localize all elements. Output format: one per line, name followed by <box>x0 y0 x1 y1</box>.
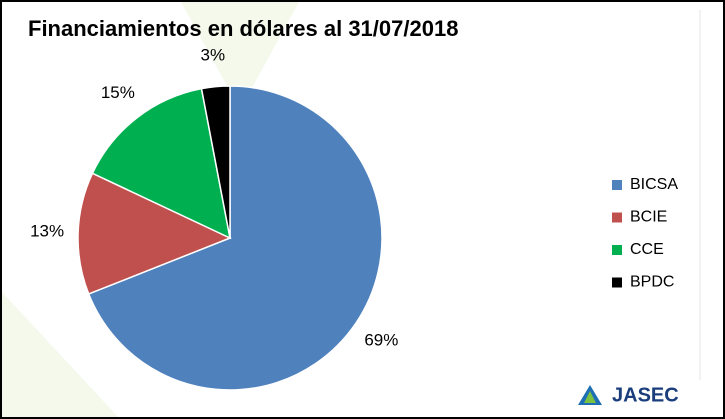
legend-swatch <box>612 245 622 255</box>
legend-label: CCE <box>630 241 664 258</box>
pie-slice <box>91 87 232 240</box>
legend-swatch <box>612 277 622 288</box>
legend-swatch <box>612 180 622 190</box>
legend-label: BPDC <box>630 274 674 291</box>
data-label: 15% <box>101 83 135 102</box>
logo: JASEC <box>578 384 679 406</box>
logo-icon <box>584 391 596 403</box>
data-label: 13% <box>30 222 64 241</box>
legend-swatch <box>612 212 622 223</box>
logo-text: JASEC <box>612 384 679 406</box>
decor <box>0 290 120 419</box>
data-label: 69% <box>364 330 398 349</box>
pie-slice <box>77 172 232 295</box>
decor <box>180 0 300 110</box>
legend-label: BCIE <box>630 209 667 226</box>
pie: 69% 13% 15% 3% <box>30 45 398 391</box>
chart-title: Financiamientos en dólares al 31/07/2018 <box>28 16 458 41</box>
legend-label: BICSA <box>630 176 678 193</box>
legend: BICSA BCIE CCE BPDC <box>612 176 678 291</box>
pie-slice <box>87 85 383 391</box>
data-label: 3% <box>200 45 225 64</box>
pie-slice <box>200 85 231 239</box>
